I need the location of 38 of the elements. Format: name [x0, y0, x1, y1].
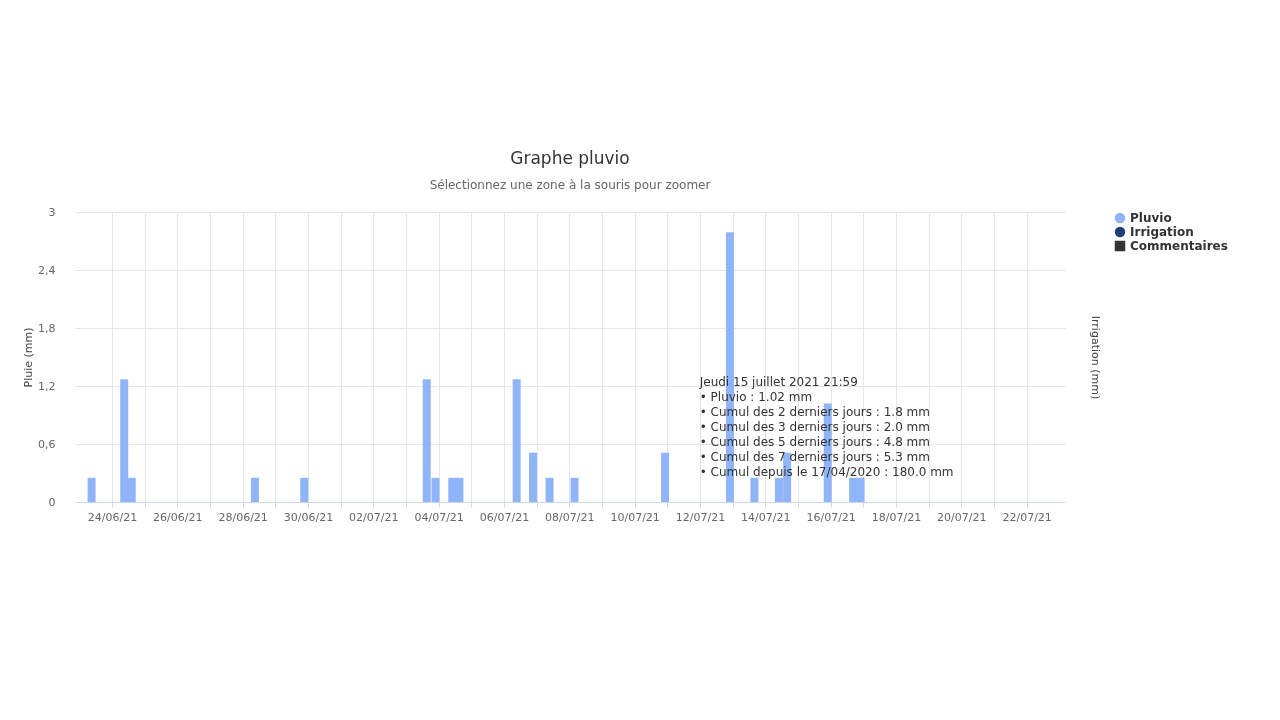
bar [545, 477, 554, 502]
y-tick-label: 3 [48, 205, 56, 219]
x-tick-label: 12/07/21 [675, 510, 726, 524]
bar [661, 452, 670, 502]
x-tick-label: 24/06/21 [87, 510, 138, 524]
bar [300, 477, 309, 502]
x-tick-label: 30/06/21 [283, 510, 334, 524]
x-tick-label: 22/07/21 [1002, 510, 1052, 524]
x-tick-label: 28/06/21 [218, 510, 268, 524]
x-tick-label: 18/07/21 [871, 510, 922, 524]
bar [87, 477, 96, 502]
bar [570, 477, 579, 502]
chart-title: Graphe pluvio [510, 148, 630, 168]
chart-subtitle: Sélectionnez une zone à la souris pour zoomer [429, 178, 711, 192]
legend-label: Commentaires [1130, 239, 1228, 253]
x-tick-label: 16/07/21 [806, 510, 856, 524]
bar [250, 477, 259, 502]
legend-label: Pluvio [1130, 211, 1172, 225]
bar [529, 452, 538, 502]
legend-label: Irrigation [1130, 225, 1194, 239]
x-tick-label: 08/07/21 [545, 510, 595, 524]
x-tick-label: 06/07/21 [479, 510, 530, 524]
y-tick-label: 0 [48, 495, 56, 509]
y-tick-label: 1,2 [38, 379, 56, 393]
y-axis-title: Pluie (mm) [22, 327, 36, 388]
bar [512, 379, 521, 502]
y-tick-label: 2,4 [38, 263, 56, 277]
x-tick-label: 04/07/21 [414, 510, 464, 524]
y-tick-label: 1,8 [38, 321, 56, 335]
y2-axis-title: Irrigation (mm) [1088, 315, 1102, 400]
x-tick-label: 20/07/21 [937, 510, 987, 524]
x-tick-label: 10/07/21 [610, 510, 660, 524]
y-tick-label: 0,6 [38, 437, 56, 451]
x-tick-label: 14/07/21 [741, 510, 791, 524]
bar [750, 477, 759, 502]
x-tick-label: 26/06/21 [153, 510, 203, 524]
annotation: Jeudi 15 juillet 2021 21:59 • Pluvio : 1.02 mm • Cumul des 2 derniers jours : 1.8 mm • Cumul des 3 derniers jours : 2.0 mm • Cumul des 5 derniers jours : 4.8 mm • Cumul des 7 derniers jours : 5.3 mm • Cumul depuis le 17/04/2020 : 180.0 mm [698, 375, 954, 480]
x-tick-label: 02/07/21 [349, 510, 399, 524]
